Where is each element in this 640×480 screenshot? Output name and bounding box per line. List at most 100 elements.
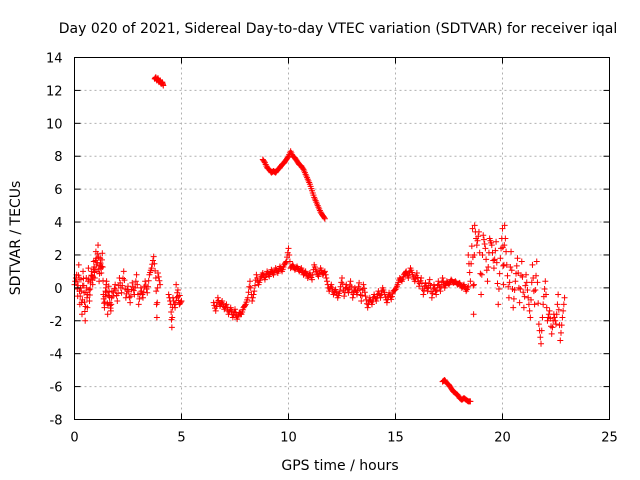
axis-ticks: 0 5 10 15 20 25 -8 -6 -4 -2 0 2 4 6 8 10 12 14 [46,52,618,446]
data-point [118,289,125,296]
data-point [328,281,335,288]
data-point [103,278,110,285]
data-point [136,295,143,302]
data-point [516,299,523,306]
data-point [150,253,157,260]
data-point [157,281,164,288]
data-point [521,293,528,300]
chart-title: Day 020 of 2021, Sidereal Day-to-day VTE… [59,21,617,37]
data-point [467,398,474,405]
data-point [388,296,395,303]
data-point [345,289,352,296]
data-point [115,290,122,297]
data-point [140,289,147,296]
data-point [383,299,390,306]
data-point [261,276,268,283]
data-point [301,269,308,276]
data-point [329,284,336,291]
data-point [428,294,435,301]
data-point [358,298,365,305]
data-point [490,265,497,272]
data-point [524,287,531,294]
data-point [510,295,517,302]
data-point [555,291,562,298]
y-tick-label: -2 [50,315,63,330]
data-point [533,272,540,279]
data-point [142,278,149,285]
y-tick-label: 6 [54,183,62,198]
data-point [465,283,472,290]
data-point [470,311,477,318]
data-point [530,288,537,295]
y-tick-label: 4 [54,216,62,231]
data-point [460,282,467,289]
y-tick-label: -6 [50,381,63,396]
data-point [99,264,106,271]
data-point [512,278,519,285]
data-point [75,261,82,268]
data-point [519,273,526,280]
data-point [80,268,87,275]
data-point [165,291,172,298]
data-point [154,299,161,306]
data-point [471,251,478,258]
data-point [361,289,368,296]
data-point [553,311,560,318]
data-point [499,225,506,232]
data-point [469,225,476,232]
data-point [344,287,351,294]
y-tick-label: -8 [50,414,63,429]
data-point [520,304,527,311]
data-point [362,293,369,300]
data-point [297,266,304,273]
data-point [418,274,425,281]
data-point [523,271,530,278]
data-point [520,289,527,296]
data-point [510,304,517,311]
data-point [424,288,431,295]
data-point [152,274,159,281]
data-point [309,276,316,283]
data-point [495,285,502,292]
plot-frame [74,57,610,420]
data-point [543,304,550,311]
data-point [232,306,238,313]
data-point [485,264,492,271]
data-point [502,235,509,242]
data-point [94,250,101,257]
data-point [488,242,495,249]
data-point [174,287,181,294]
y-tick-label: -4 [50,348,63,363]
data-point [84,304,91,311]
data-point [398,277,405,284]
data-point [501,222,508,229]
data-point [168,324,175,331]
data-point [494,280,501,287]
data-point [479,251,486,258]
data-point [121,277,128,284]
data-point [534,279,541,286]
data-point [323,274,330,281]
data-point [228,307,235,314]
data-point [506,279,513,286]
y-tick-label: 10 [46,117,63,132]
data-point [531,301,538,308]
data-point [439,274,446,281]
data-point [493,238,500,245]
data-point [483,267,490,274]
data-point [144,289,151,296]
data-point [383,296,390,303]
data-point [528,279,535,286]
data-point [482,245,489,252]
data-point [154,270,161,277]
x-tick-label: 5 [177,431,185,446]
data-point [156,277,163,284]
data-point [119,282,126,289]
grid [74,57,610,420]
data-point [468,260,475,267]
data-point [81,308,88,315]
data-point [87,285,94,292]
data-point [100,277,107,284]
data-point [475,233,482,240]
data-point [402,269,409,276]
